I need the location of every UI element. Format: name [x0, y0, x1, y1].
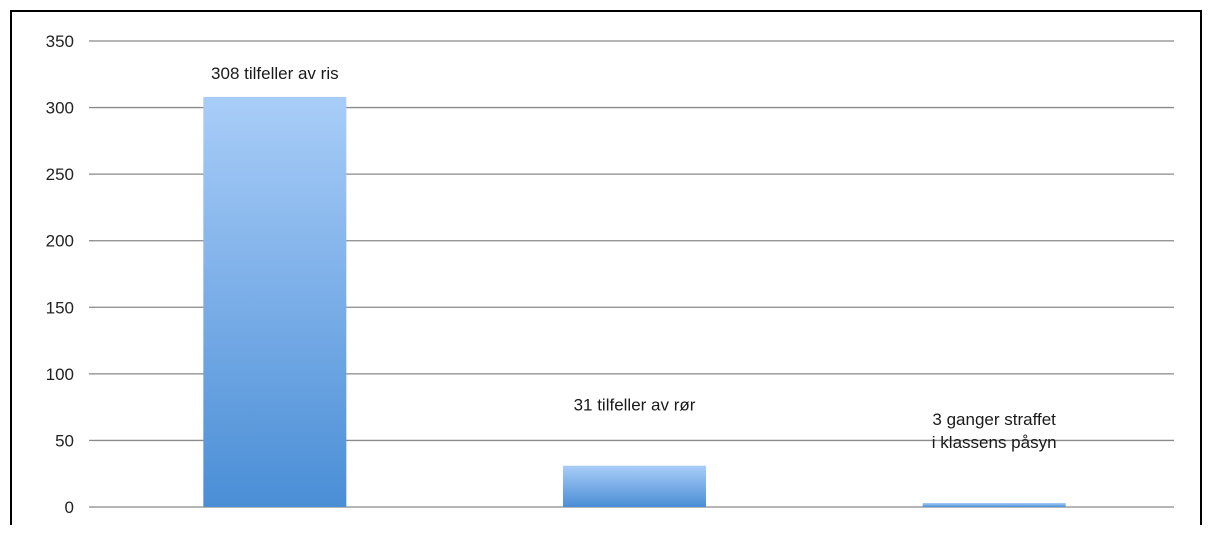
bar-data-label: i klassens påsyn	[932, 433, 1057, 452]
y-tick-label: 150	[46, 298, 74, 317]
y-tick-label: 0	[65, 498, 74, 517]
bar	[203, 96, 347, 508]
y-axis-ticks: 0 50 100 150 200 250 300 350	[46, 32, 95, 517]
bar-data-label: 31 tilfeller av rør	[574, 396, 696, 415]
bar-data-label: 3 ganger straffet	[932, 410, 1056, 429]
y-tick-label: 200	[46, 232, 74, 251]
y-tick-label: 250	[46, 165, 74, 184]
y-tick-label: 300	[46, 99, 74, 118]
y-tick-label: 50	[55, 431, 74, 450]
bar	[922, 503, 1066, 507]
y-tick-label: 350	[46, 32, 74, 51]
y-tick-label: 100	[46, 365, 74, 384]
bars	[203, 96, 1066, 508]
bar	[563, 465, 706, 507]
bar-data-label: 308 tilfeller av ris	[211, 64, 339, 83]
data-labels: 308 tilfeller av ris 31 tilfeller av rør 3…	[211, 64, 1056, 452]
